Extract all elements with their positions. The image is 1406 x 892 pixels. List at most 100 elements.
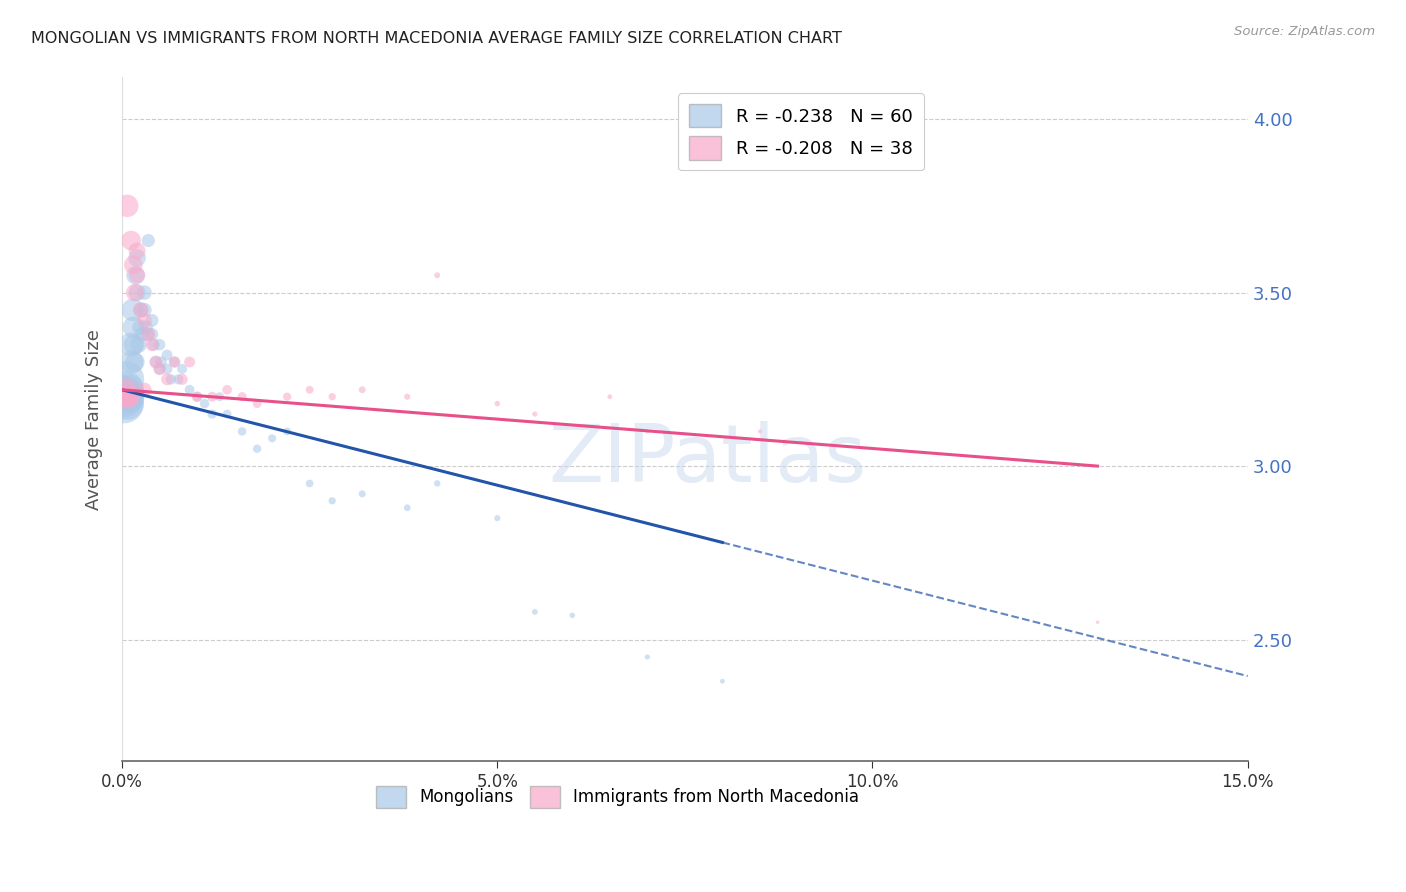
Point — [486, 511, 509, 525]
Point — [118, 390, 141, 404]
Point — [131, 327, 153, 342]
Point — [179, 383, 201, 397]
Point — [194, 397, 217, 411]
Point — [352, 487, 374, 501]
Point — [134, 383, 156, 397]
Point — [201, 390, 224, 404]
Point — [125, 244, 148, 258]
Point — [561, 608, 583, 623]
Point — [262, 431, 284, 445]
Point — [120, 337, 142, 351]
Point — [167, 372, 190, 386]
Point — [208, 390, 231, 404]
Point — [156, 372, 179, 386]
Point — [120, 234, 142, 248]
Point — [426, 476, 449, 491]
Point — [118, 390, 141, 404]
Text: ZIPatlas: ZIPatlas — [548, 421, 866, 500]
Point — [186, 390, 208, 404]
Point — [117, 383, 139, 397]
Y-axis label: Average Family Size: Average Family Size — [86, 329, 103, 509]
Point — [396, 390, 419, 404]
Point — [135, 320, 157, 334]
Point — [142, 337, 165, 351]
Text: Source: ZipAtlas.com: Source: ZipAtlas.com — [1234, 25, 1375, 38]
Point — [217, 407, 239, 421]
Point — [217, 383, 239, 397]
Point — [276, 390, 298, 404]
Point — [148, 362, 170, 376]
Point — [201, 407, 224, 421]
Point — [115, 390, 138, 404]
Point — [122, 258, 145, 272]
Point — [112, 397, 135, 411]
Point — [129, 320, 152, 334]
Point — [352, 383, 374, 397]
Point — [148, 337, 170, 351]
Point — [145, 355, 167, 369]
Point — [636, 650, 658, 665]
Point — [298, 476, 321, 491]
Point — [118, 390, 141, 404]
Point — [114, 372, 136, 386]
Point — [426, 268, 449, 283]
Point — [599, 390, 621, 404]
Point — [523, 407, 546, 421]
Point — [121, 355, 143, 369]
Point — [145, 355, 167, 369]
Point — [172, 372, 194, 386]
Point — [523, 605, 546, 619]
Point — [134, 313, 156, 327]
Legend: Mongolians, Immigrants from North Macedonia: Mongolians, Immigrants from North Macedo… — [368, 780, 866, 814]
Point — [148, 362, 170, 376]
Point — [172, 362, 194, 376]
Point — [134, 302, 156, 317]
Point — [114, 383, 136, 397]
Point — [117, 397, 139, 411]
Point — [134, 285, 156, 300]
Point — [748, 425, 770, 439]
Point — [141, 337, 163, 351]
Point — [231, 425, 253, 439]
Point — [129, 302, 152, 317]
Point — [124, 268, 146, 283]
Point — [156, 362, 179, 376]
Point — [186, 390, 208, 404]
Point — [125, 251, 148, 265]
Point — [246, 442, 269, 456]
Point — [122, 337, 145, 351]
Point — [179, 355, 201, 369]
Point — [112, 390, 135, 404]
Point — [163, 355, 186, 369]
Point — [118, 390, 141, 404]
Point — [122, 320, 145, 334]
Point — [136, 327, 159, 342]
Point — [156, 348, 179, 362]
Point — [298, 383, 321, 397]
Point — [711, 674, 734, 689]
Point — [136, 234, 159, 248]
Point — [636, 425, 658, 439]
Point — [159, 372, 181, 386]
Point — [1087, 615, 1109, 630]
Point — [321, 493, 343, 508]
Point — [128, 337, 150, 351]
Point — [246, 397, 269, 411]
Point — [124, 285, 146, 300]
Text: MONGOLIAN VS IMMIGRANTS FROM NORTH MACEDONIA AVERAGE FAMILY SIZE CORRELATION CHA: MONGOLIAN VS IMMIGRANTS FROM NORTH MACED… — [31, 31, 842, 46]
Point — [321, 390, 343, 404]
Point — [121, 302, 143, 317]
Point — [276, 425, 298, 439]
Point — [396, 500, 419, 515]
Point — [112, 390, 135, 404]
Point — [163, 355, 186, 369]
Point — [150, 355, 173, 369]
Point — [141, 327, 163, 342]
Point — [117, 199, 139, 213]
Point — [114, 383, 136, 397]
Point — [136, 327, 159, 342]
Point — [125, 268, 148, 283]
Point — [129, 302, 152, 317]
Point — [125, 285, 148, 300]
Point — [231, 390, 253, 404]
